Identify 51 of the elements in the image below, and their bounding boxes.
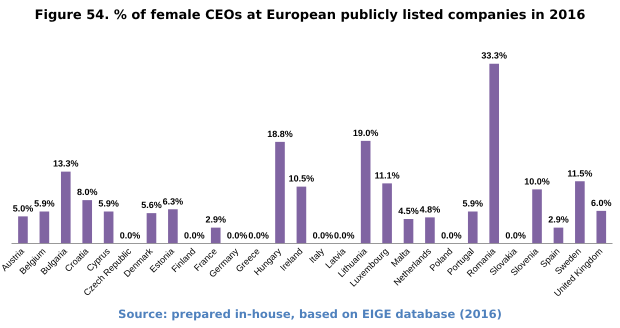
bar <box>40 211 50 244</box>
data-label: 10.0% <box>524 176 550 186</box>
bar <box>146 213 156 244</box>
data-label: 0.0% <box>226 230 248 240</box>
bar <box>82 200 92 244</box>
bar <box>18 216 28 244</box>
source-note: Source: prepared in-house, based on EIGE database (2016) <box>118 307 502 322</box>
bar <box>404 219 414 244</box>
bar <box>360 140 370 244</box>
chart-title: Figure 54. % of female CEOs at European publicly listed companies in 2016 <box>34 8 586 24</box>
data-label: 4.8% <box>420 204 440 214</box>
data-label: 19.0% <box>352 128 378 138</box>
data-label: 0.0% <box>441 230 462 240</box>
bar <box>596 210 606 244</box>
data-label: 0.0% <box>184 230 205 240</box>
data-label: 5.9% <box>462 198 484 208</box>
data-label: 11.1% <box>374 170 400 180</box>
data-label: 33.3% <box>481 50 507 61</box>
data-label: 8.0% <box>76 187 98 198</box>
data-label: 6.0% <box>591 198 612 208</box>
bar <box>554 228 564 244</box>
data-label: 5.6% <box>141 200 162 210</box>
data-label: 0.0% <box>505 230 526 240</box>
bar <box>210 228 221 244</box>
bar <box>60 172 71 244</box>
bar <box>468 211 478 244</box>
bar <box>104 211 114 244</box>
data-label: 5.9% <box>98 198 119 208</box>
data-label: 0.0% <box>334 230 355 240</box>
bar <box>382 183 392 244</box>
data-label: 5.0% <box>12 203 34 214</box>
data-label: 0.0% <box>120 230 140 240</box>
bar <box>532 189 542 244</box>
data-label: 18.8% <box>267 128 293 139</box>
data-label: 5.9% <box>34 198 55 208</box>
data-label: 2.9% <box>205 214 226 225</box>
data-label: 11.5% <box>567 168 592 178</box>
data-label: 2.9% <box>548 214 569 225</box>
data-label: 6.3% <box>162 196 184 206</box>
bar <box>425 217 435 244</box>
x-tick-label: Italy <box>307 246 326 265</box>
data-label: 4.5% <box>398 206 419 216</box>
data-label: 0.0% <box>312 230 334 240</box>
bar <box>275 142 285 244</box>
bar <box>168 209 178 244</box>
data-label: 0.0% <box>248 230 269 240</box>
bar <box>296 186 306 244</box>
data-label: 13.3% <box>53 158 79 169</box>
bar <box>489 64 500 244</box>
data-label: 10.5% <box>288 174 314 184</box>
bar <box>575 181 585 244</box>
